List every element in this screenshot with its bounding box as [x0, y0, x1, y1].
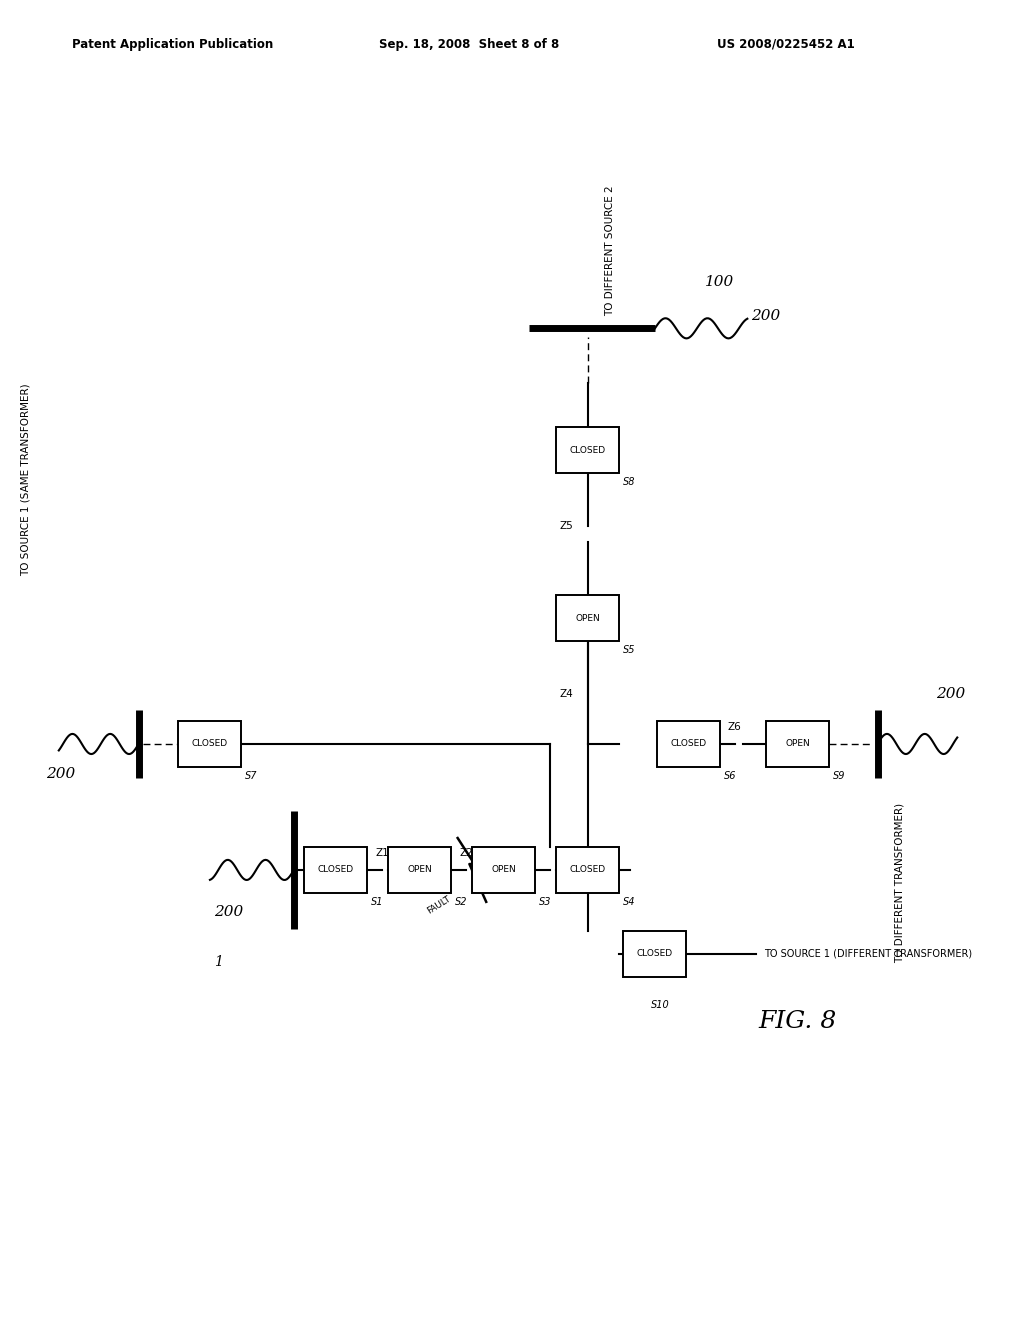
- Text: S1: S1: [371, 896, 384, 907]
- Text: 200: 200: [214, 906, 244, 919]
- Text: 1: 1: [214, 956, 223, 969]
- Text: CLOSED: CLOSED: [569, 446, 606, 454]
- Text: 100: 100: [706, 276, 734, 289]
- Text: Z4: Z4: [560, 689, 573, 698]
- Text: Z2: Z2: [459, 849, 473, 858]
- Text: S8: S8: [623, 477, 636, 487]
- Text: OPEN: OPEN: [408, 866, 432, 874]
- Text: FIG. 8: FIG. 8: [759, 1010, 837, 1032]
- Text: Patent Application Publication: Patent Application Publication: [72, 37, 273, 50]
- Text: TO DIFFERENT SOURCE 2: TO DIFFERENT SOURCE 2: [604, 185, 614, 315]
- FancyBboxPatch shape: [766, 721, 829, 767]
- Text: S2: S2: [455, 896, 468, 907]
- Text: CLOSED: CLOSED: [671, 739, 707, 748]
- Text: OPEN: OPEN: [575, 614, 600, 623]
- FancyBboxPatch shape: [556, 426, 620, 473]
- Text: 200: 200: [936, 686, 966, 701]
- Text: CLOSED: CLOSED: [317, 866, 354, 874]
- Text: 200: 200: [46, 767, 76, 780]
- Text: Z3: Z3: [560, 886, 573, 896]
- FancyBboxPatch shape: [556, 595, 620, 642]
- Text: CLOSED: CLOSED: [569, 866, 606, 874]
- Text: 200: 200: [752, 309, 780, 323]
- Text: S7: S7: [245, 771, 258, 781]
- Text: CLOSED: CLOSED: [191, 739, 228, 748]
- Text: Sep. 18, 2008  Sheet 8 of 8: Sep. 18, 2008 Sheet 8 of 8: [379, 37, 559, 50]
- Text: Z1: Z1: [375, 849, 389, 858]
- Text: FAULT: FAULT: [426, 894, 453, 916]
- Text: S5: S5: [623, 645, 636, 655]
- FancyBboxPatch shape: [624, 931, 686, 977]
- Text: S3: S3: [539, 896, 552, 907]
- Text: S9: S9: [833, 771, 846, 781]
- Text: TO SOURCE 1 (SAME TRANSFORMER): TO SOURCE 1 (SAME TRANSFORMER): [20, 383, 30, 576]
- FancyBboxPatch shape: [178, 721, 242, 767]
- Text: Z6: Z6: [728, 722, 741, 733]
- FancyBboxPatch shape: [304, 847, 368, 894]
- Text: TO SOURCE 1 (DIFFERENT TRANSFORMER): TO SOURCE 1 (DIFFERENT TRANSFORMER): [764, 949, 972, 958]
- Text: Z5: Z5: [560, 520, 573, 531]
- Text: S10: S10: [651, 1001, 670, 1010]
- Text: S4: S4: [623, 896, 636, 907]
- FancyBboxPatch shape: [472, 847, 536, 894]
- FancyBboxPatch shape: [657, 721, 720, 767]
- Text: CLOSED: CLOSED: [637, 949, 673, 958]
- Text: S6: S6: [724, 771, 736, 781]
- Text: US 2008/0225452 A1: US 2008/0225452 A1: [717, 37, 855, 50]
- Text: OPEN: OPEN: [785, 739, 810, 748]
- FancyBboxPatch shape: [388, 847, 452, 894]
- FancyBboxPatch shape: [556, 847, 620, 894]
- Text: TO DIFFERENT TRANSFORMER): TO DIFFERENT TRANSFORMER): [894, 803, 904, 962]
- Text: OPEN: OPEN: [492, 866, 516, 874]
